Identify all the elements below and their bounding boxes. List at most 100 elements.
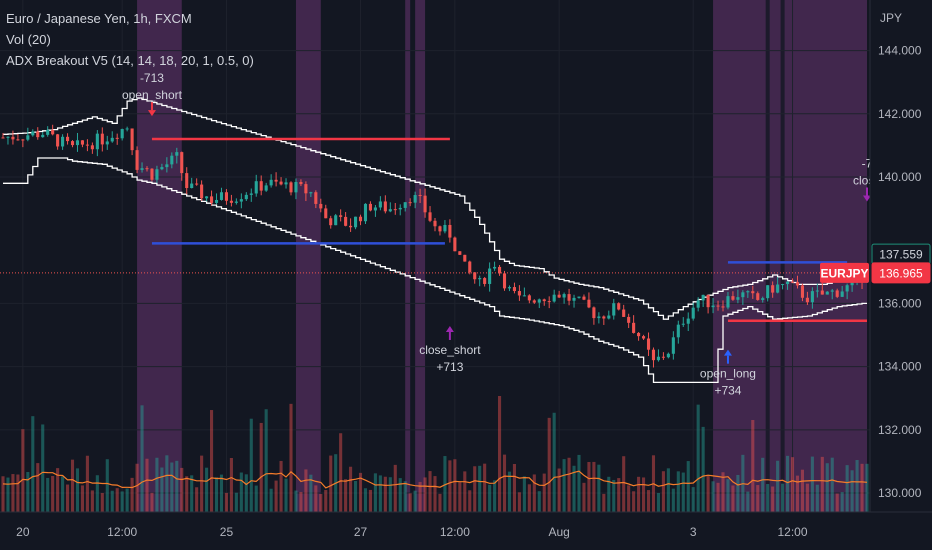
candle-body	[537, 299, 541, 303]
volume-bar	[46, 477, 50, 512]
volume-bar	[840, 492, 844, 512]
candle-body	[532, 300, 536, 303]
volume-bar	[130, 477, 134, 512]
volume-bar	[388, 477, 392, 512]
candle-body	[507, 287, 512, 289]
candle-body	[542, 299, 546, 302]
candle-body	[368, 203, 372, 211]
volume-bar	[855, 460, 859, 512]
y-tick-label: 140.000	[878, 170, 922, 184]
volume-bar	[478, 465, 482, 512]
candle-body	[145, 168, 149, 170]
volume-bar	[70, 459, 75, 512]
candle-body	[761, 298, 765, 300]
candle-body	[493, 266, 497, 269]
candle-body	[339, 215, 343, 217]
candle-body	[592, 307, 596, 319]
volume-bar	[498, 396, 502, 512]
volume-bar	[577, 454, 581, 512]
volume-ma-line	[2, 470, 868, 489]
shaded-region	[713, 0, 867, 512]
volume-bar	[681, 472, 685, 512]
volume-bar	[224, 492, 228, 512]
candle-body	[344, 216, 348, 226]
candle-body	[428, 212, 432, 221]
x-tick-label: 25	[220, 525, 234, 539]
candle-body	[502, 273, 507, 289]
candle-body	[190, 183, 194, 189]
volume-bar	[80, 485, 84, 512]
candle-body	[314, 192, 318, 204]
volume-bar	[562, 459, 566, 512]
candle-body	[195, 183, 199, 185]
volume-bar	[140, 405, 144, 512]
volume-bar	[408, 493, 412, 512]
volume-bar	[90, 490, 94, 512]
candle-body	[498, 266, 502, 274]
candle-body	[120, 129, 124, 139]
volume-bar	[607, 476, 611, 512]
legend-adx-indicator[interactable]: ADX Breakout V5 (14, 14, 18, 20, 1, 0.5,…	[6, 53, 254, 68]
volume-bar	[617, 478, 621, 512]
volume-bar	[726, 479, 730, 512]
candle-body	[110, 137, 114, 142]
legend-title[interactable]: Euro / Japanese Yen, 1h, FXCM	[6, 11, 192, 26]
legend-volume-indicator[interactable]: Vol (20)	[6, 32, 51, 47]
candle-body	[726, 296, 730, 308]
candle-body	[115, 137, 119, 139]
symbol-tag-label: EURJPY	[820, 266, 868, 280]
candle-body	[656, 356, 660, 361]
volume-bar	[517, 492, 521, 512]
candle-body	[805, 297, 809, 303]
volume-bar	[190, 475, 194, 512]
volume-bar	[428, 471, 432, 512]
candle-body	[160, 167, 164, 170]
y-tick-label: 144.000	[878, 44, 922, 58]
volume-bar	[716, 482, 720, 512]
volume-bar	[244, 474, 248, 512]
candle-body	[21, 139, 25, 141]
volume-bar	[438, 493, 442, 512]
candle-body	[666, 353, 670, 358]
volume-bar	[602, 493, 606, 512]
candle-body	[681, 323, 685, 325]
candle-body	[274, 179, 278, 182]
trade-marker-arrow	[147, 110, 156, 117]
candle-body	[239, 199, 243, 202]
volume-bar	[463, 471, 467, 512]
candle-body	[691, 307, 695, 319]
candle-body	[602, 316, 606, 319]
x-tick-label: 12:00	[778, 525, 808, 539]
candle-body	[622, 309, 626, 317]
volume-bar	[676, 471, 680, 512]
volume-bar	[170, 462, 174, 512]
candle-body	[800, 285, 804, 298]
volume-bar	[468, 490, 472, 512]
candle-body	[214, 199, 219, 203]
trade-label: +734	[714, 384, 741, 398]
trade-marker-arrow	[863, 195, 871, 202]
time-axis[interactable]: 20 12:00 25 27 12:00 Aug 3 12:00	[0, 511, 932, 550]
trade-marker-arrow	[723, 349, 732, 356]
candle-body	[309, 192, 313, 194]
volume-bar	[254, 485, 258, 512]
candle-body	[651, 349, 656, 361]
candle-body	[85, 144, 89, 146]
volume-bar	[1, 476, 5, 512]
volume-bar	[686, 461, 690, 512]
candle-body	[304, 184, 308, 194]
volume-bar	[627, 485, 631, 512]
volume-bar	[805, 483, 809, 512]
candle-body	[234, 201, 238, 203]
volume-bar	[825, 463, 829, 512]
candle-body	[165, 164, 169, 168]
volume-bar	[314, 485, 318, 512]
price-tag-value: 136.965	[879, 266, 923, 280]
volume-bar	[751, 420, 755, 512]
volume-bar	[860, 463, 864, 512]
candle-body	[766, 285, 770, 299]
volume-bar	[403, 481, 407, 512]
volume-bar	[349, 466, 353, 512]
volume-bar	[661, 471, 665, 512]
